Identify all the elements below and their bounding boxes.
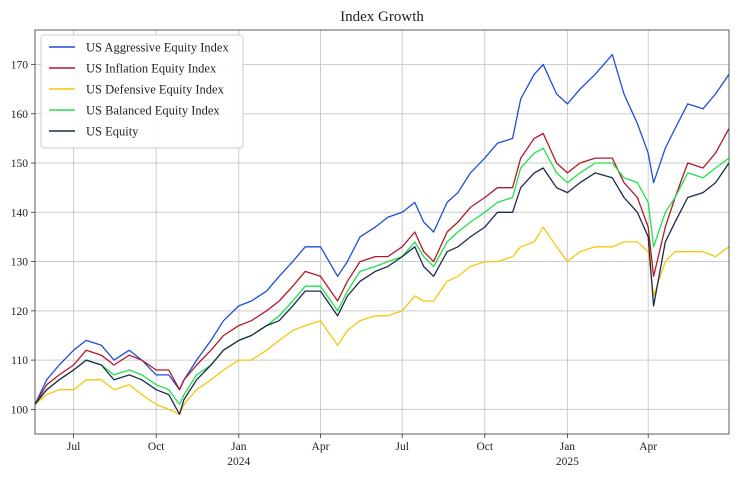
x-tick-year-label: 2024: [227, 456, 250, 468]
x-tick-label: Jan: [560, 441, 576, 453]
legend-label: US Defensive Equity Index: [86, 83, 225, 97]
x-tick-label: Apr: [312, 441, 330, 453]
series-line-us-inflation-equity-index: [35, 128, 729, 405]
y-tick-label: 150: [11, 158, 29, 170]
x-tick-label: Jan: [231, 441, 247, 453]
y-tick-label: 110: [11, 355, 28, 367]
series-line-us-defensive-equity-index: [35, 226, 729, 415]
y-tick-label: 130: [11, 257, 29, 269]
x-tick-label: Apr: [639, 441, 657, 453]
series-line-us-aggressive-equity-index: [35, 53, 729, 405]
legend-box: [40, 34, 244, 149]
legend-label: US Balanced Equity Index: [86, 104, 220, 118]
x-tick-label: Jul: [395, 441, 408, 453]
x-tick-label: Oct: [476, 441, 493, 453]
x-tick-label: Jul: [67, 441, 80, 453]
legend: US Aggressive Equity Index US Inflation E…: [40, 34, 244, 149]
axes: 100 110 120 130 140 150 160 170 Jul Oct Jan 2024 Apr…: [11, 59, 658, 468]
legend-label: US Aggressive Equity Index: [86, 41, 229, 55]
chart-title: Index Growth: [340, 9, 424, 25]
series-line-us-balanced-equity-index: [35, 147, 729, 406]
y-tick-label: 140: [11, 207, 29, 219]
series-line-us-equity: [35, 162, 729, 415]
legend-label: US Equity: [86, 125, 139, 139]
y-tick-label: 120: [11, 306, 29, 318]
x-tick-label: Oct: [148, 441, 165, 453]
plot-area-frame: [34, 29, 730, 435]
y-tick-label: 170: [11, 59, 29, 71]
series-lines: [35, 53, 729, 415]
y-tick-label: 100: [11, 404, 29, 416]
legend-label: US Inflation Equity Index: [86, 62, 217, 76]
x-tick-year-label: 2025: [556, 456, 579, 468]
y-tick-label: 160: [11, 109, 29, 121]
